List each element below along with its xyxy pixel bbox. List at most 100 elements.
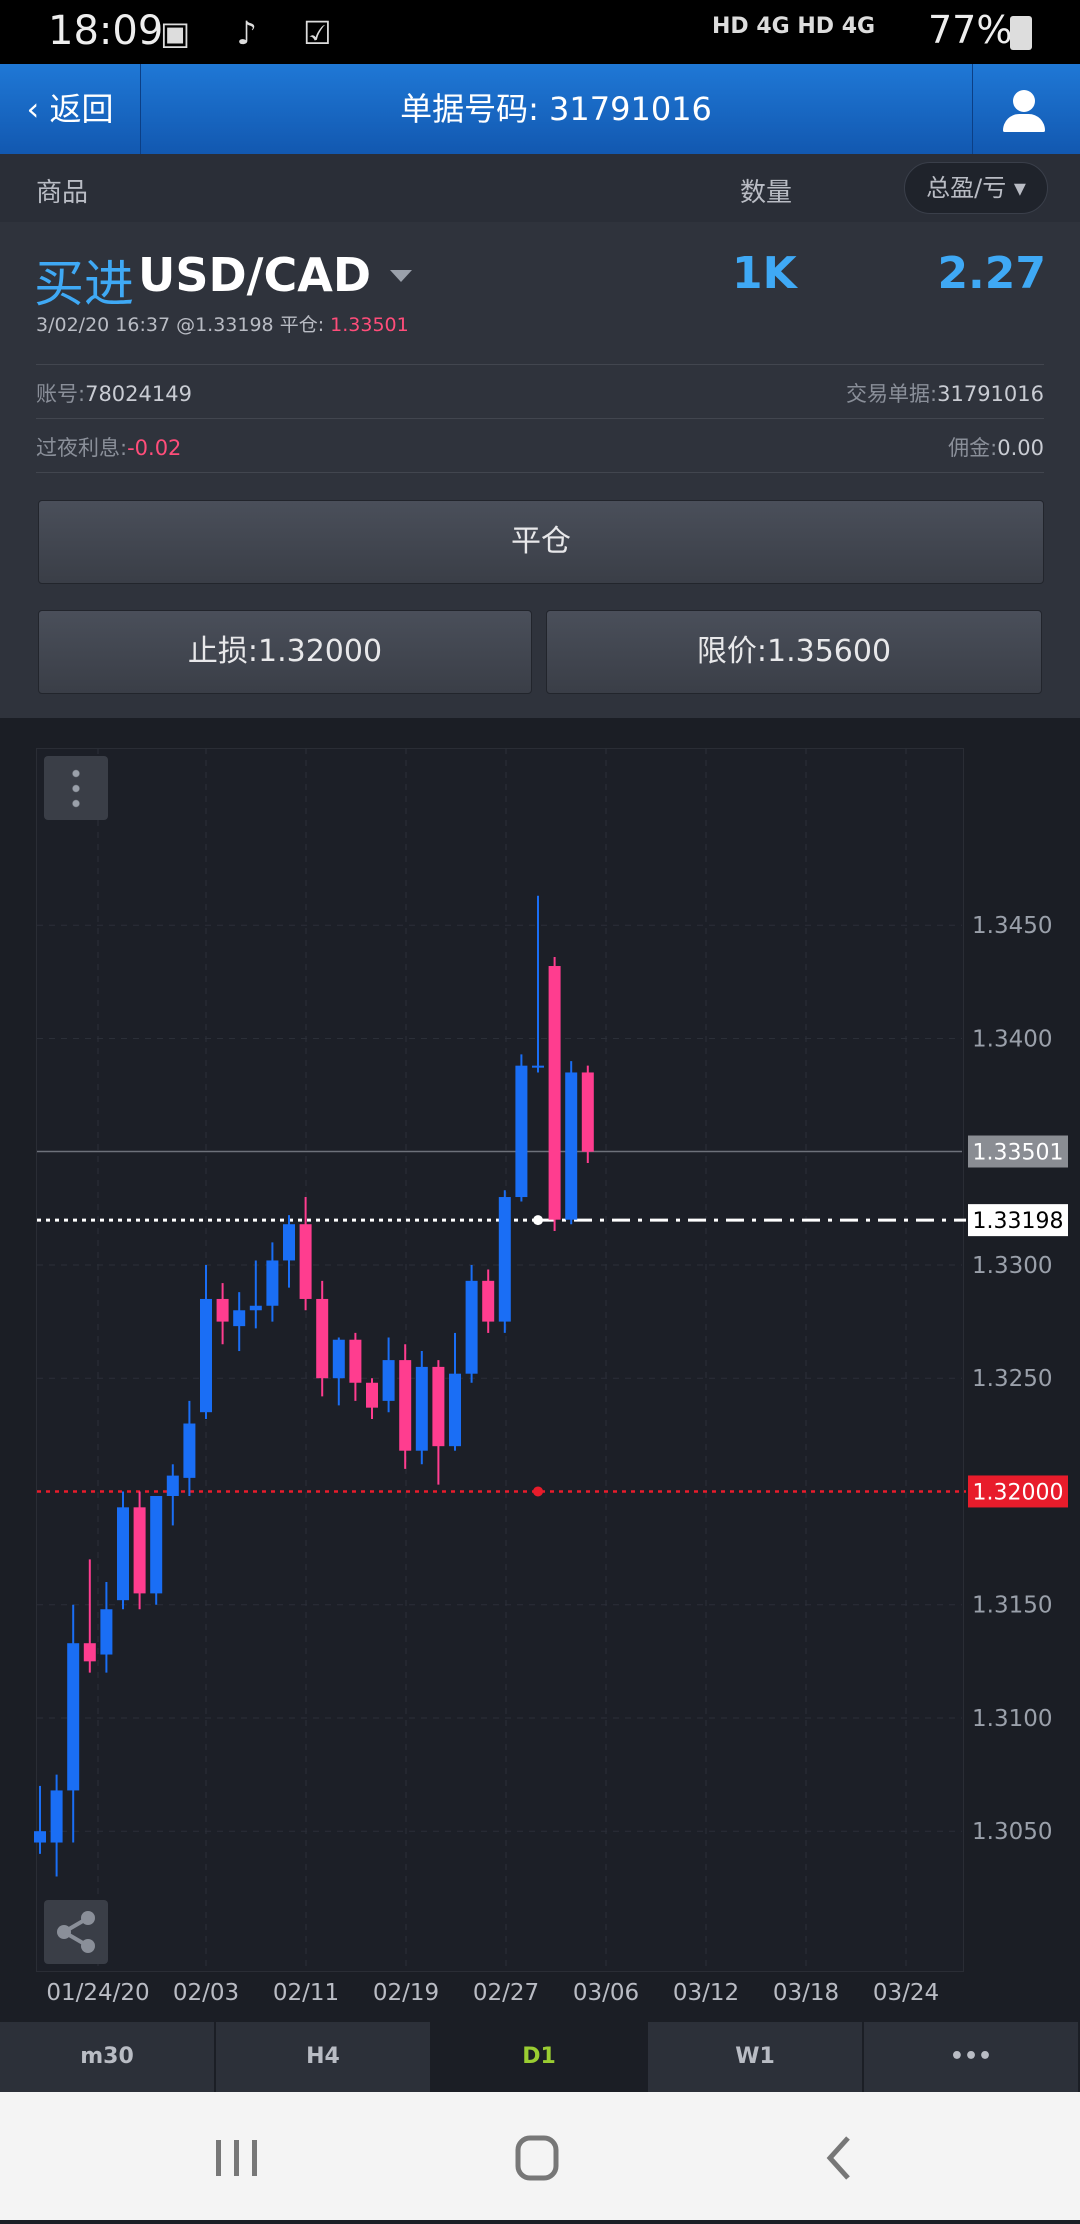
y-tick-label: 1.3150	[972, 1593, 1052, 1619]
app-header: ‹ 返回 单据号码: 31791016	[0, 64, 1080, 154]
caret-down-icon: ▾	[1013, 174, 1026, 202]
candle-body	[133, 1507, 146, 1594]
x-tick-label: 03/06	[573, 1980, 639, 2006]
candle	[133, 1491, 146, 1610]
user-button[interactable]	[972, 64, 1080, 154]
candle-body	[482, 1280, 495, 1322]
notification-icons: ▣ ♪ ☑	[160, 14, 350, 52]
candle	[166, 1464, 179, 1526]
user-icon	[1013, 90, 1035, 112]
x-tick-label: 03/12	[673, 1980, 739, 2006]
candle	[34, 1785, 46, 1854]
candle	[332, 1337, 345, 1406]
candle-body	[83, 1643, 96, 1662]
timeframe-tab-d1[interactable]: D1	[432, 2022, 648, 2092]
candle	[117, 1491, 129, 1610]
home-icon[interactable]	[515, 2135, 559, 2181]
candle	[216, 1283, 229, 1345]
candle-body	[50, 1790, 63, 1843]
y-tick-label: 1.3400	[972, 1026, 1052, 1052]
candle-body	[532, 1065, 544, 1068]
recent-apps-icon[interactable]	[216, 2140, 257, 2176]
candle-body	[498, 1197, 511, 1322]
candle-body	[399, 1360, 412, 1451]
chart-menu-button[interactable]	[44, 756, 108, 820]
candle	[200, 1264, 212, 1419]
candle-body	[299, 1224, 312, 1299]
chart-area[interactable]	[36, 748, 964, 1972]
candle	[482, 1269, 495, 1333]
product-column-label: 商品	[36, 178, 89, 208]
x-tick-label: 02/19	[373, 1980, 439, 2006]
x-tick-label: 02/11	[273, 1980, 339, 2006]
candle	[150, 1495, 163, 1605]
symbol-dropdown-icon[interactable]	[390, 270, 412, 282]
account-info: 账号:78024149	[36, 378, 192, 408]
candle-body	[34, 1831, 46, 1843]
status-bar: 18:09 ▣ ♪ ☑ HD 4G HD 4G 77%	[0, 0, 1080, 64]
symbol-selector[interactable]: USD/CAD	[138, 248, 372, 302]
order-profit-loss: 2.27	[937, 248, 1046, 299]
stop-loss-button[interactable]: 止损:1.32000	[38, 610, 532, 694]
page-title: 单据号码: 31791016	[400, 90, 712, 128]
candle-body	[283, 1224, 295, 1261]
candle	[366, 1378, 378, 1419]
account-number: 78024149	[85, 382, 192, 406]
timeframe-tab-more[interactable]: •••	[864, 2022, 1080, 2092]
candle	[449, 1332, 461, 1451]
open-info: 3/02/20 16:37 @1.33198 平仓: 1.33501	[36, 310, 409, 337]
order-side: 买进	[34, 255, 134, 313]
current-price-tag	[968, 1135, 1068, 1168]
candle-body	[581, 1072, 594, 1152]
candlestick-chart[interactable]: 1.3450 1.3400 1.3300 1.3250 1.3150 1.3100 1.30…	[0, 718, 1080, 2022]
stop-loss-price-tag	[968, 1475, 1068, 1508]
swap-value: -0.02	[127, 436, 182, 460]
candle-body	[515, 1065, 528, 1198]
share-icon	[57, 1911, 95, 1953]
back-nav-icon[interactable]	[826, 2136, 850, 2180]
candle-body	[183, 1423, 196, 1478]
candle-body	[67, 1643, 80, 1791]
candle	[183, 1400, 196, 1496]
candle-body	[216, 1298, 229, 1322]
open-price-label: 1.33198	[973, 1209, 1064, 1234]
back-button[interactable]: ‹ 返回	[0, 64, 141, 154]
candle-body	[200, 1298, 212, 1413]
timeframe-tab-h4[interactable]: H4	[216, 2022, 432, 2092]
candle-body	[266, 1260, 279, 1306]
system-nav-bar	[0, 2092, 1080, 2220]
close-position-button[interactable]: 平仓	[38, 500, 1044, 584]
timeframe-tab-w1[interactable]: W1	[648, 2022, 864, 2092]
candle	[316, 1280, 329, 1397]
battery-level: 77%	[928, 8, 1013, 52]
divider	[36, 418, 1044, 419]
stop-loss-marker	[533, 1486, 543, 1497]
divider	[36, 472, 1044, 473]
current-price-label: 1.33501	[973, 1141, 1064, 1166]
swap-label: 过夜利息:	[36, 436, 128, 460]
network-indicator: HD 4G HD 4G	[712, 14, 876, 39]
more-vertical-icon	[72, 766, 80, 810]
order-quantity: 1K	[732, 248, 797, 299]
battery-icon	[1010, 16, 1032, 50]
y-tick-label: 1.3050	[972, 1819, 1052, 1845]
open-info-text: 3/02/20 16:37 @1.33198 平仓:	[36, 314, 325, 336]
limit-button[interactable]: 限价:1.35600	[546, 610, 1042, 694]
swap-info: 过夜利息:-0.02	[36, 432, 181, 462]
candle	[465, 1264, 478, 1383]
open-price-tag	[968, 1204, 1068, 1237]
pl-toggle-label: 总盈/亏	[926, 174, 1007, 202]
candle	[283, 1215, 295, 1288]
timeframe-tab-m30[interactable]: m30	[0, 2022, 216, 2092]
commission-label: 佣金:	[948, 436, 998, 460]
pl-toggle-button[interactable]: 总盈/亏 ▾	[904, 162, 1048, 214]
commission-info: 佣金:0.00	[700, 432, 1044, 462]
candle-body	[100, 1609, 113, 1655]
share-button[interactable]	[44, 1900, 108, 1964]
candle-body	[316, 1298, 329, 1379]
candle-body	[233, 1310, 246, 1327]
candle-body	[432, 1366, 445, 1447]
stop-loss-price-label: 1.32000	[973, 1480, 1064, 1505]
y-tick-label: 1.3450	[972, 913, 1052, 939]
ticket-number: 31791016	[937, 382, 1044, 406]
